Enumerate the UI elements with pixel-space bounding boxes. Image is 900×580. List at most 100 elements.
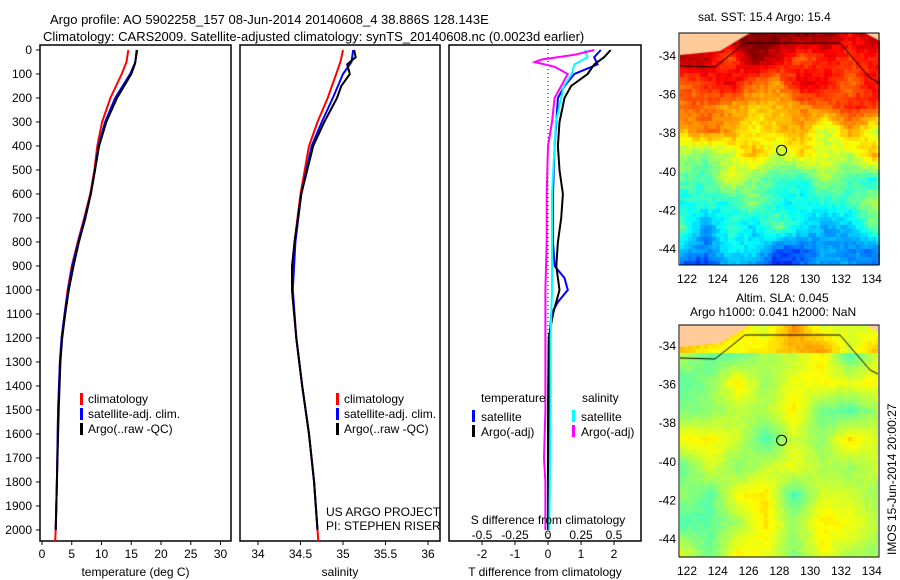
s-axis-label: S difference from climatology bbox=[471, 513, 626, 527]
legend-label: satellite bbox=[581, 410, 622, 424]
map-lon-tick-label: 124 bbox=[708, 564, 728, 578]
y-tick-label: 1000 bbox=[5, 283, 32, 297]
sla-map bbox=[680, 325, 878, 557]
series-line-argo bbox=[291, 49, 357, 531]
title-line-1: Argo profile: AO 5902258_157 08-Jun-2014… bbox=[50, 12, 489, 27]
legend-label: satellite-adj. clim. bbox=[88, 407, 180, 421]
x-tick-label: 35 bbox=[336, 547, 350, 561]
annotation-text: PI: STEPHEN RISER bbox=[326, 519, 441, 533]
map-lon-tick-label: 130 bbox=[800, 564, 820, 578]
x-tick-label: 1 bbox=[578, 547, 585, 561]
legend-swatch bbox=[336, 408, 339, 420]
legend-swatch bbox=[472, 410, 475, 422]
legend-label: Argo(-adj) bbox=[581, 425, 634, 439]
x-tick-label: -2 bbox=[477, 547, 488, 561]
x-tick-label: 0 bbox=[545, 547, 552, 561]
series-line-t-argo bbox=[547, 49, 612, 530]
legend-label: satellite bbox=[481, 410, 522, 424]
float-position-marker bbox=[776, 434, 788, 446]
map-lon-tick-label: 134 bbox=[862, 272, 882, 286]
y-tick-label: 1600 bbox=[5, 427, 32, 441]
s-tick-label: 0 bbox=[545, 528, 552, 542]
y-tick-label: 200 bbox=[12, 91, 32, 105]
s-tick-label: 0.5 bbox=[606, 528, 623, 542]
x-tick-label: 34 bbox=[251, 547, 265, 561]
series-line-argo bbox=[54, 49, 139, 531]
legend-label: Argo(-adj) bbox=[481, 425, 534, 439]
y-tick-label: 1900 bbox=[5, 499, 32, 513]
y-tick-label: 400 bbox=[12, 139, 32, 153]
imos-date-label: IMOS 15-Jun-2014 20:00:27 bbox=[885, 403, 899, 555]
legend-label: satellite-adj. clim. bbox=[344, 407, 436, 421]
y-tick-label: 1300 bbox=[5, 355, 32, 369]
legend-title: temperature bbox=[481, 391, 546, 405]
float-position-marker bbox=[776, 144, 788, 156]
y-tick-label: 1100 bbox=[6, 307, 32, 321]
y-tick-label: 2000 bbox=[5, 523, 32, 537]
legend-label: Argo(..raw -QC) bbox=[344, 422, 429, 436]
map-lat-tick-label: -42 bbox=[659, 493, 677, 507]
x-tick-label: 15 bbox=[125, 547, 139, 561]
x-axis-label: salinity bbox=[322, 565, 359, 579]
legend-swatch bbox=[336, 423, 339, 435]
map-lon-tick-label: 122 bbox=[677, 272, 697, 286]
legend-label: climatology bbox=[88, 392, 148, 406]
s-tick-label: -0.5 bbox=[472, 528, 493, 542]
legend-swatch bbox=[572, 425, 575, 437]
legend-title: salinity bbox=[582, 391, 619, 405]
legend-swatch bbox=[572, 410, 575, 422]
x-tick-label: -1 bbox=[510, 547, 521, 561]
map-lat-tick-label: -38 bbox=[659, 126, 677, 140]
legend-swatch bbox=[472, 425, 475, 437]
plot-frame-salinity bbox=[239, 44, 441, 542]
x-tick-label: 2 bbox=[611, 547, 618, 561]
x-tick-label: 0 bbox=[39, 547, 46, 561]
y-tick-label: 1500 bbox=[5, 403, 32, 417]
x-tick-label: 30 bbox=[214, 547, 228, 561]
legend-label: climatology bbox=[344, 392, 404, 406]
y-tick-label: 900 bbox=[12, 259, 32, 273]
y-tick-label: 1800 bbox=[5, 475, 32, 489]
map-lat-tick-label: -34 bbox=[659, 339, 677, 353]
sst-map bbox=[680, 33, 880, 265]
title-line-2: Climatology: CARS2009. Satellite-adjuste… bbox=[43, 29, 585, 44]
y-tick-label: 700 bbox=[12, 211, 32, 225]
map-lon-tick-label: 126 bbox=[739, 272, 759, 286]
x-tick-label: 35.5 bbox=[374, 547, 398, 561]
legend-swatch bbox=[336, 393, 339, 405]
map-lat-tick-label: -34 bbox=[659, 49, 677, 63]
map-lat-tick-label: -40 bbox=[659, 455, 677, 469]
map-lon-tick-label: 132 bbox=[831, 272, 851, 286]
map-lon-tick-label: 134 bbox=[862, 564, 882, 578]
y-tick-label: 800 bbox=[12, 235, 32, 249]
y-tick-label: 600 bbox=[12, 187, 32, 201]
map-lon-tick-label: 132 bbox=[831, 564, 851, 578]
map-lon-tick-label: 128 bbox=[769, 564, 789, 578]
series-line-s-argo bbox=[531, 49, 595, 530]
y-tick-label: 300 bbox=[12, 115, 32, 129]
map-frame bbox=[678, 324, 880, 558]
y-tick-label: 1200 bbox=[5, 331, 32, 345]
map-lat-tick-label: -36 bbox=[659, 88, 677, 102]
y-tick-label: 1400 bbox=[5, 379, 32, 393]
x-axis-label: temperature (deg C) bbox=[81, 565, 189, 579]
x-tick-label: 36 bbox=[421, 547, 435, 561]
map-lat-tick-label: -44 bbox=[659, 532, 677, 546]
map-lat-tick-label: -44 bbox=[659, 242, 677, 256]
series-line-s-satellite bbox=[548, 49, 589, 531]
s-tick-label: -0.25 bbox=[501, 528, 529, 542]
map-lat-tick-label: -40 bbox=[659, 165, 677, 179]
s-tick-label: 0.25 bbox=[569, 528, 593, 542]
map-lat-tick-label: -36 bbox=[659, 378, 677, 392]
map-frame bbox=[678, 32, 880, 266]
x-tick-label: 25 bbox=[184, 547, 198, 561]
legend-label: Argo(..raw -QC) bbox=[88, 422, 173, 436]
legend-swatch bbox=[80, 408, 83, 420]
plot-frame-temperature bbox=[39, 44, 232, 542]
y-tick-label: 0 bbox=[25, 43, 32, 57]
sla-map-title-1: Altim. SLA: 0.045 bbox=[736, 291, 829, 305]
y-tick-label: 1700 bbox=[5, 451, 32, 465]
map-lon-tick-label: 124 bbox=[708, 272, 728, 286]
